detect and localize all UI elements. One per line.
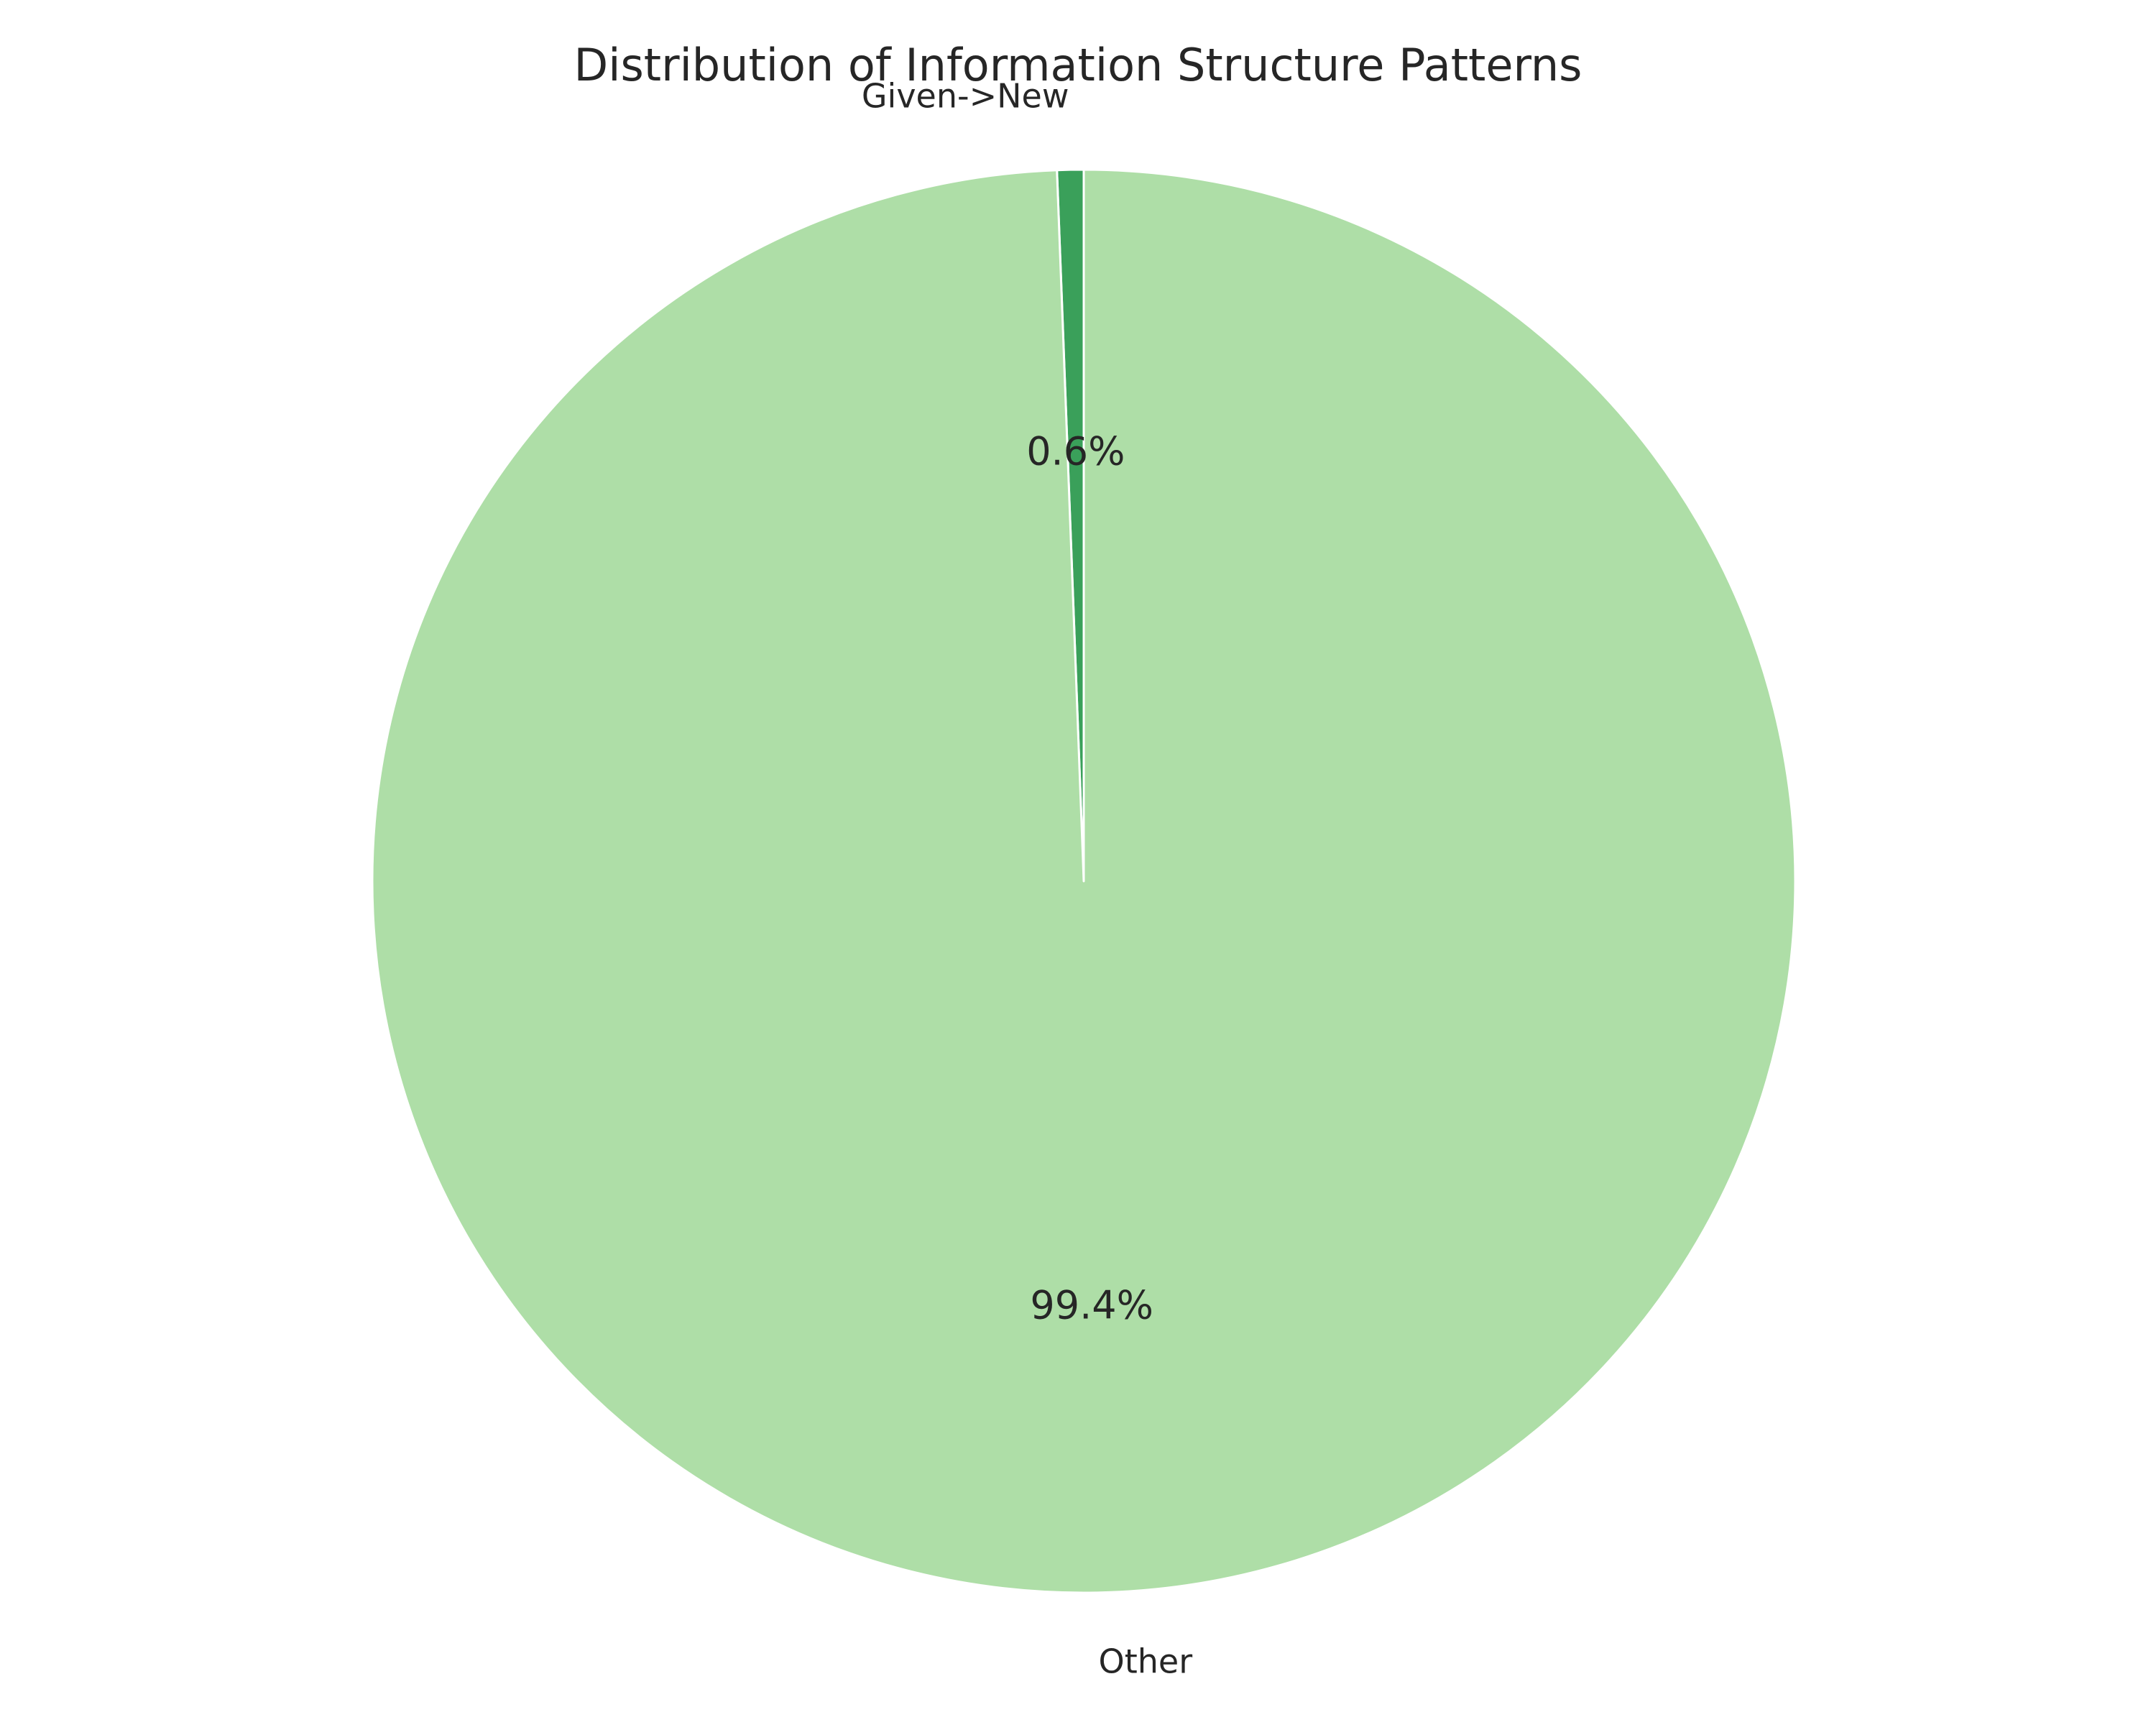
slice-label-1: Other (1099, 1642, 1193, 1680)
pie-slices (371, 168, 1797, 1594)
slice-percent-1: 99.4% (1030, 1283, 1153, 1328)
chart-title: Distribution of Information Structure Pa… (574, 39, 1583, 91)
pie-slice-1 (371, 168, 1797, 1594)
pie-labels: Given->New 0.6% Other 99.4% (862, 77, 1192, 1681)
slice-label-0: Given->New (862, 77, 1069, 116)
slice-percent-0: 0.6% (1026, 429, 1125, 474)
